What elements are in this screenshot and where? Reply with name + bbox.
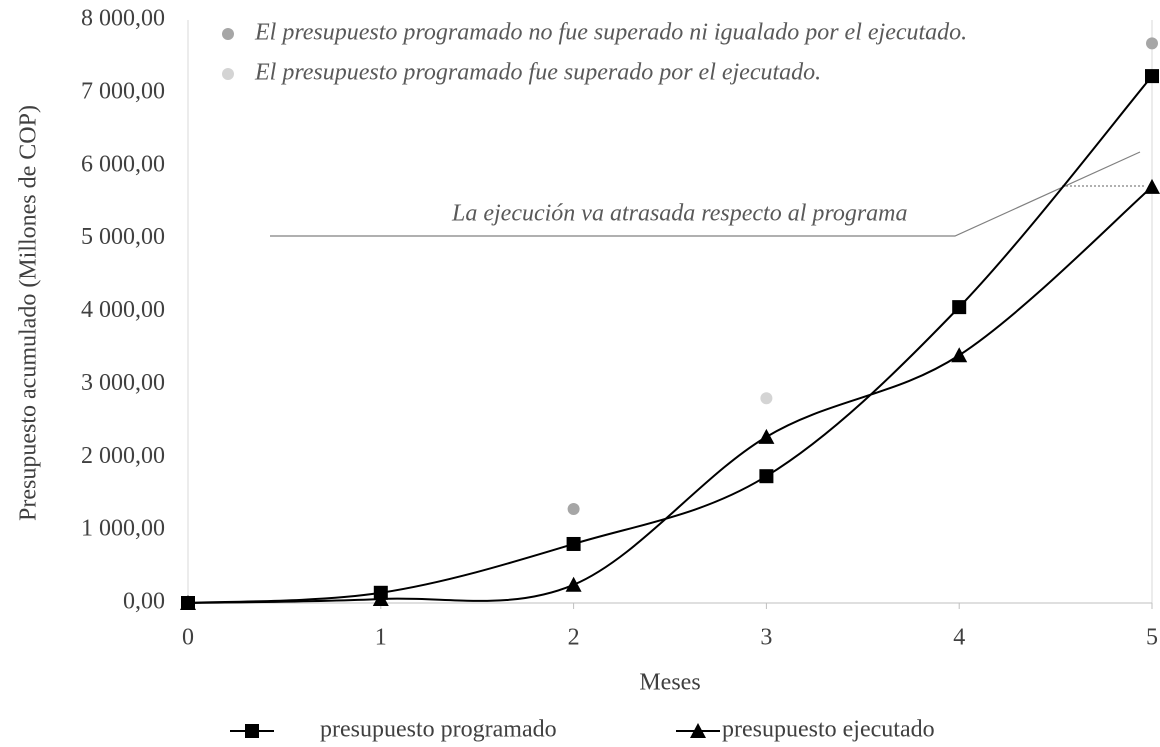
- marker: [565, 576, 582, 592]
- marker: [566, 536, 581, 551]
- marker: [758, 428, 775, 444]
- indicator-dot: [760, 392, 773, 405]
- marker: [690, 723, 706, 738]
- legend-label: El presupuesto programado fue superado p…: [254, 60, 821, 86]
- y-tick-label: 3 000,00: [81, 370, 165, 396]
- x-tick-label: 1: [375, 625, 387, 651]
- series-line: [187, 186, 1153, 604]
- y-tick-label: 5 000,00: [81, 224, 165, 250]
- marker: [759, 469, 774, 484]
- annotation-leader: [270, 151, 1141, 237]
- marker: [180, 595, 196, 610]
- legend-dot: [222, 28, 234, 40]
- indicator-dot: [1146, 37, 1158, 50]
- legend-label: El presupuesto programado no fue superad…: [254, 20, 967, 46]
- legend-dot: [222, 68, 234, 80]
- marker: [952, 300, 967, 315]
- x-tick-label: 2: [568, 625, 580, 651]
- series-line: [187, 75, 1153, 604]
- y-axis-title: Presupuesto acumulado (Millones de COP): [16, 105, 42, 521]
- marker: [1145, 69, 1159, 84]
- x-tick-label: 5: [1146, 625, 1158, 651]
- legend-label: presupuesto ejecutado: [722, 717, 935, 743]
- annotation: La ejecución va atrasada respecto al pro…: [451, 201, 908, 227]
- legend-label: presupuesto programado: [320, 717, 557, 743]
- y-tick-label: 2 000,00: [81, 443, 165, 469]
- marker: [951, 347, 968, 363]
- y-tick-label: 8 000,00: [81, 6, 165, 32]
- y-tick-label: 1 000,00: [81, 516, 165, 542]
- indicator-dot: [567, 502, 580, 515]
- x-tick-label: 4: [953, 625, 965, 651]
- marker: [372, 590, 389, 606]
- y-tick-label: 6 000,00: [81, 151, 165, 177]
- marker: [1144, 178, 1160, 194]
- y-tick-label: 7 000,00: [81, 78, 165, 104]
- y-tick-label: 0,00: [123, 589, 165, 615]
- x-tick-label: 0: [182, 625, 194, 651]
- x-tick-label: 3: [760, 625, 772, 651]
- y-tick-label: 4 000,00: [81, 297, 165, 323]
- marker: [245, 724, 259, 738]
- x-axis-title: Meses: [639, 670, 700, 696]
